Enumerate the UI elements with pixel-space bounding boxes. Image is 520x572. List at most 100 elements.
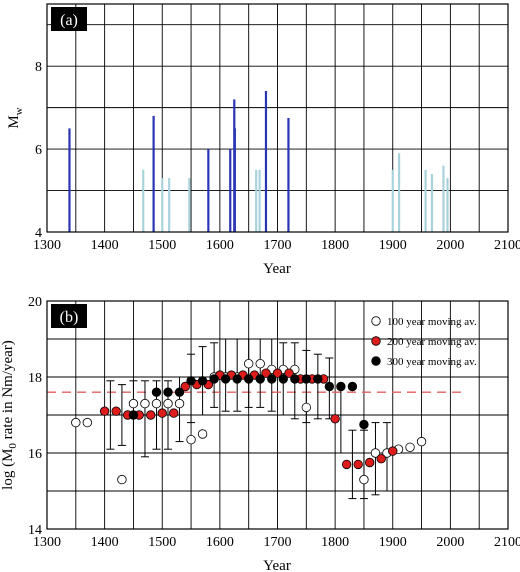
panel-a-ytick-label: 4 bbox=[35, 226, 42, 241]
panel-b-label-box bbox=[51, 304, 87, 328]
panel-b-point-200yr bbox=[341, 459, 352, 470]
panel-a-xlabel: Year bbox=[263, 261, 291, 277]
panel-b-point-300yr bbox=[267, 374, 277, 384]
panel-b-point-300yr bbox=[151, 387, 162, 397]
panel-b-point-100yr bbox=[82, 417, 93, 428]
panel-a-ylabel-sub: w bbox=[13, 107, 25, 115]
panel-a-xtick-label: 2100 bbox=[494, 238, 520, 253]
panel-b-ylabel-sub: 0 bbox=[7, 443, 19, 449]
panel-a: 1300 1400 1500 1600 1700 1800 1900 2000 2100468 … bbox=[6, 3, 520, 277]
panel-b-point-100yr bbox=[243, 359, 254, 369]
panel-b-point-100yr bbox=[140, 398, 150, 409]
panel-b-point-100yr bbox=[359, 474, 369, 485]
panel-b: 1300 1400 1500 1600 1700 1800 1900 2000 2100 14 16… bbox=[0, 295, 520, 572]
panel-b-point-300yr bbox=[324, 381, 335, 392]
panel-b-point-100yr bbox=[151, 398, 162, 409]
panel-b-frame bbox=[46, 300, 509, 530]
panel-b-point-200yr bbox=[272, 368, 283, 378]
panel-b-point-300yr bbox=[359, 419, 369, 430]
panel-b-ticks: 1300 1400 1500 1600 1700 1800 1900 2000 2100 14 16… bbox=[28, 295, 520, 550]
panel-b-point-300yr bbox=[301, 374, 312, 384]
panel-a-frame bbox=[46, 3, 509, 233]
panel-b-point-200yr bbox=[388, 446, 398, 456]
panel-b-point-200yr bbox=[261, 368, 271, 378]
panel-b-point-200yr bbox=[284, 368, 294, 378]
panel-b-point-100yr bbox=[174, 398, 185, 409]
panel-b-ytick-label: 14 bbox=[28, 523, 42, 538]
panel-b-point-200yr bbox=[169, 408, 179, 418]
panel-b-point-200yr bbox=[157, 408, 167, 418]
panel-a-ytick-label: 8 bbox=[35, 60, 42, 75]
panel-a-xtick-label: 1400 bbox=[91, 238, 119, 253]
legend-label-100yr: 100 year moving av. bbox=[387, 316, 477, 328]
panel-b-point-200yr bbox=[180, 381, 191, 392]
panel-b-point-100yr bbox=[301, 402, 312, 413]
panel-b-ytick-label: 18 bbox=[28, 371, 42, 386]
panel-b-legend: 100 year moving av. 200 year moving av. 30… bbox=[371, 316, 477, 368]
panel-a-bars bbox=[68, 91, 449, 232]
panel-b-point-300yr bbox=[290, 374, 300, 384]
panel-b-point-200yr bbox=[146, 410, 156, 420]
panel-b-point-200yr bbox=[111, 406, 121, 416]
panel-b-point-300yr bbox=[209, 374, 219, 384]
panel-b-xtick-label: 1600 bbox=[206, 535, 234, 550]
panel-b-point-100yr bbox=[71, 417, 81, 428]
panel-b-xlabel: Year bbox=[263, 558, 291, 572]
panel-b-xtick-label: 1700 bbox=[264, 535, 292, 550]
legend-marker-300yr bbox=[371, 356, 381, 366]
panel-b-ytick-label: 20 bbox=[28, 295, 42, 310]
panel-b-point-300yr bbox=[128, 410, 139, 420]
panel-b-point-300yr bbox=[220, 374, 231, 384]
panel-b-ytick-label: 16 bbox=[28, 447, 42, 462]
panel-b-point-100yr bbox=[128, 398, 139, 409]
panel-b-ylabel-main: log (M bbox=[0, 449, 16, 490]
panel-b-point-300yr bbox=[336, 381, 346, 392]
legend-label-200yr: 200 year moving av. bbox=[387, 336, 477, 348]
panel-b-xtick-label: 1400 bbox=[91, 535, 119, 550]
panel-b-point-200yr bbox=[330, 414, 340, 424]
panel-b-ylabel-tail: rate in Nm/year) bbox=[0, 340, 16, 443]
panel-b-xtick-label: 1900 bbox=[379, 535, 407, 550]
panel-a-xtick-label: 2000 bbox=[436, 238, 464, 253]
panel-b-point-100yr bbox=[186, 435, 196, 445]
panel-b-xtick-label: 2100 bbox=[494, 535, 520, 550]
panel-b-point-100yr bbox=[163, 398, 173, 409]
panel-b-point-200yr bbox=[353, 459, 363, 470]
panel-a-xtick-label: 1300 bbox=[33, 238, 61, 253]
panel-b-point-100yr bbox=[370, 448, 381, 458]
panel-b-label: (b) bbox=[60, 309, 79, 326]
panel-b-point-100yr bbox=[117, 474, 127, 485]
panel-b-point-100yr bbox=[197, 429, 208, 439]
panel-b-point-200yr bbox=[376, 454, 386, 464]
panel-b-point-100yr bbox=[255, 359, 265, 369]
panel-b-point-200yr bbox=[365, 457, 375, 468]
panel-b-ylabel: log (M0 rate in Nm/year) bbox=[0, 340, 19, 490]
panel-a-xtick-label: 1900 bbox=[379, 238, 407, 253]
panel-b-point-200yr bbox=[99, 406, 110, 416]
panel-a-xtick-label: 1700 bbox=[264, 238, 292, 253]
panel-b-point-300yr bbox=[197, 376, 208, 386]
panel-b-point-300yr bbox=[232, 374, 242, 384]
panel-a-label-box bbox=[51, 7, 87, 31]
panel-a-label: (a) bbox=[60, 12, 78, 29]
panel-b-point-300yr bbox=[186, 376, 196, 386]
panel-a-xtick-label: 1800 bbox=[321, 238, 349, 253]
legend-marker-200yr bbox=[371, 336, 381, 346]
panel-b-point-300yr bbox=[174, 387, 185, 397]
panel-a-xtick-label: 1600 bbox=[206, 238, 234, 253]
panel-b-xtick-label: 1800 bbox=[321, 535, 349, 550]
panel-a-grid bbox=[47, 4, 508, 232]
panel-b-xtick-label: 1500 bbox=[148, 535, 176, 550]
legend-label-300yr: 300 year moving av. bbox=[387, 356, 477, 368]
panel-b-point-300yr bbox=[347, 381, 358, 392]
panel-b-xtick-label: 1300 bbox=[33, 535, 61, 550]
panel-b-xtick-label: 2000 bbox=[436, 535, 464, 550]
panel-b-point-100yr bbox=[416, 436, 427, 447]
panel-b-point-300yr bbox=[278, 374, 288, 384]
panel-b-point-100yr bbox=[405, 442, 415, 453]
panel-b-point-300yr bbox=[243, 374, 254, 384]
panel-a-ylabel: Mw bbox=[6, 107, 25, 128]
legend-marker-100yr bbox=[371, 316, 381, 326]
panel-b-point-300yr bbox=[255, 374, 265, 384]
